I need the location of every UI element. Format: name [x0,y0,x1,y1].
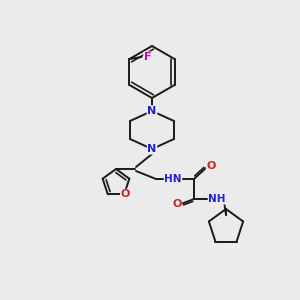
Text: N: N [147,144,157,154]
Text: N: N [147,106,157,116]
Text: F: F [144,52,151,62]
Text: O: O [121,189,130,199]
Text: O: O [206,161,216,171]
Text: NH: NH [208,194,226,204]
Text: HN: HN [164,174,182,184]
Text: N: N [147,106,157,116]
Text: O: O [172,199,182,209]
